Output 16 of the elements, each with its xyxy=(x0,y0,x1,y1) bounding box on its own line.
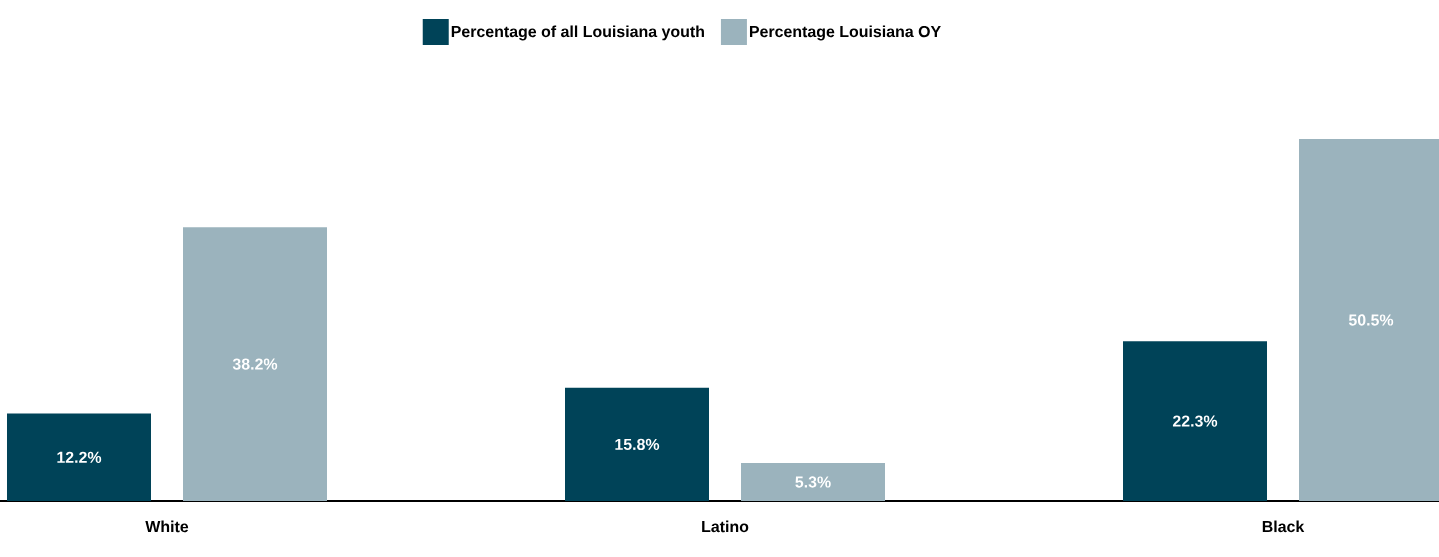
data-label: 50.5% xyxy=(1348,314,1394,326)
data-label: 12.2% xyxy=(57,451,102,463)
bar xyxy=(7,413,151,501)
bar xyxy=(741,463,885,501)
data-label: 38.2% xyxy=(232,358,278,370)
data-label: 22.3% xyxy=(1172,415,1218,427)
legend-label: Percentage of all Louisiana youth xyxy=(451,25,704,41)
bar xyxy=(1123,341,1267,501)
bar xyxy=(565,387,709,501)
x-tick-label: White xyxy=(145,520,189,533)
bar xyxy=(183,227,327,501)
data-label: 15.8% xyxy=(615,438,660,451)
legend-label: Percentage Louisiana OY xyxy=(749,25,941,41)
x-tick-label: Black xyxy=(1262,520,1305,533)
x-tick-label: Latino xyxy=(702,520,749,533)
data-label: 5.3% xyxy=(795,476,831,488)
